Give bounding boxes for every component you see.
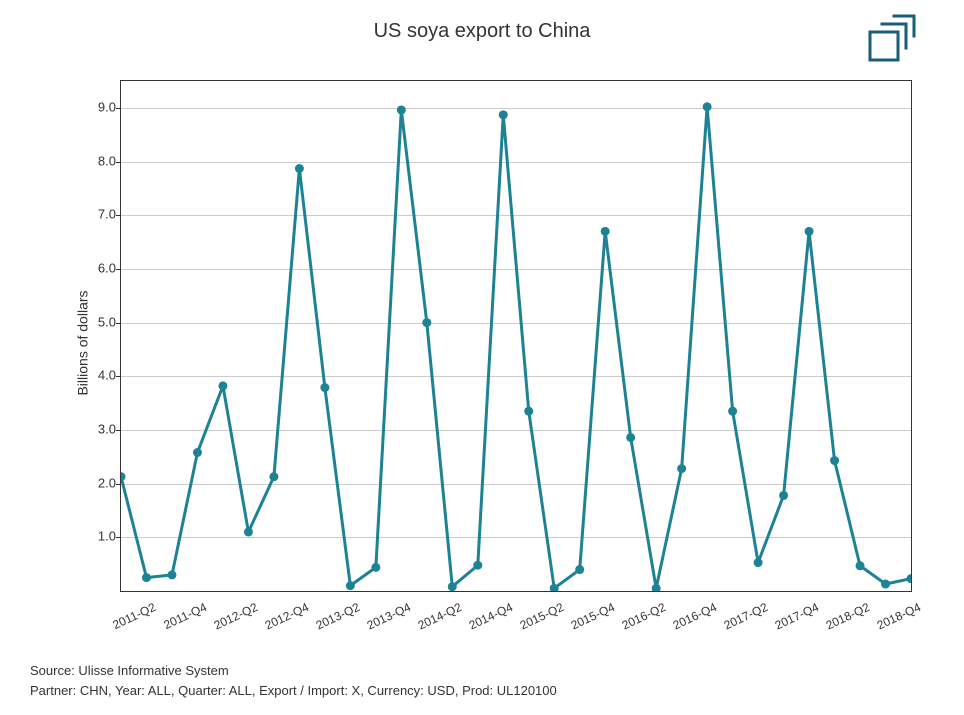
- xtick-label: 2015-Q4: [561, 600, 617, 636]
- xtick-label: 2015-Q2: [510, 600, 566, 636]
- chart-title: US soya export to China: [0, 20, 964, 43]
- xtick-label: 2018-Q4: [867, 600, 923, 636]
- plot-area: [120, 80, 912, 592]
- xtick-label: 2017-Q4: [765, 600, 821, 636]
- xtick-label: 2017-Q2: [714, 600, 770, 636]
- ytick-label: 8.0: [76, 153, 116, 168]
- xtick-label: 2018-Q2: [816, 600, 872, 636]
- ytick-label: 1.0: [76, 529, 116, 544]
- xtick-label: 2013-Q4: [357, 600, 413, 636]
- ytick-label: 7.0: [76, 207, 116, 222]
- xtick-label: 2016-Q4: [663, 600, 719, 636]
- xtick-label: 2013-Q2: [306, 600, 362, 636]
- line-series: [121, 81, 911, 591]
- xtick-label: 2014-Q4: [459, 600, 515, 636]
- ytick-label: 3.0: [76, 421, 116, 436]
- xtick-label: 2011-Q2: [103, 600, 159, 636]
- xtick-label: 2012-Q2: [205, 600, 261, 636]
- xtick-label: 2011-Q4: [154, 600, 210, 636]
- xtick-label: 2012-Q4: [256, 600, 312, 636]
- xtick-label: 2016-Q2: [612, 600, 668, 636]
- chart-footer: Source: Ulisse Informative System Partne…: [30, 661, 557, 700]
- brand-logo-icon: [854, 10, 924, 75]
- xtick-label: 2014-Q2: [408, 600, 464, 636]
- params-text: Partner: CHN, Year: ALL, Quarter: ALL, E…: [30, 681, 557, 701]
- source-text: Source: Ulisse Informative System: [30, 661, 557, 681]
- ytick-label: 9.0: [76, 99, 116, 114]
- ytick-label: 4.0: [76, 368, 116, 383]
- ytick-label: 5.0: [76, 314, 116, 329]
- ytick-label: 2.0: [76, 475, 116, 490]
- ytick-label: 6.0: [76, 260, 116, 275]
